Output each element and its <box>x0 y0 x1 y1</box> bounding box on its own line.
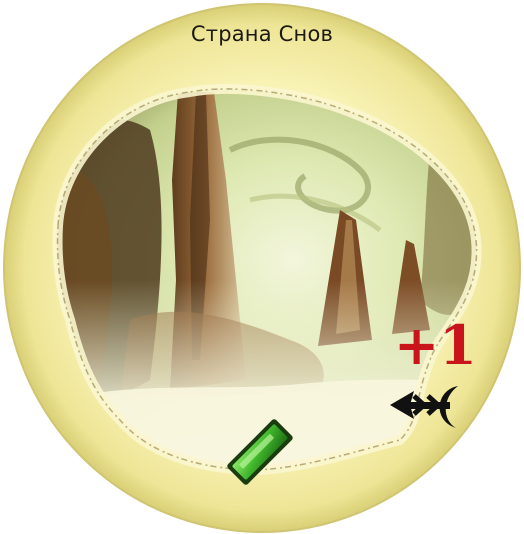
green-gem-icon <box>227 419 293 485</box>
arrow-with-crescent-icon <box>390 386 458 428</box>
bonus-value: +1 <box>394 313 477 377</box>
token-title: Страна Снов <box>190 22 334 46</box>
cave-illustration <box>57 88 477 470</box>
